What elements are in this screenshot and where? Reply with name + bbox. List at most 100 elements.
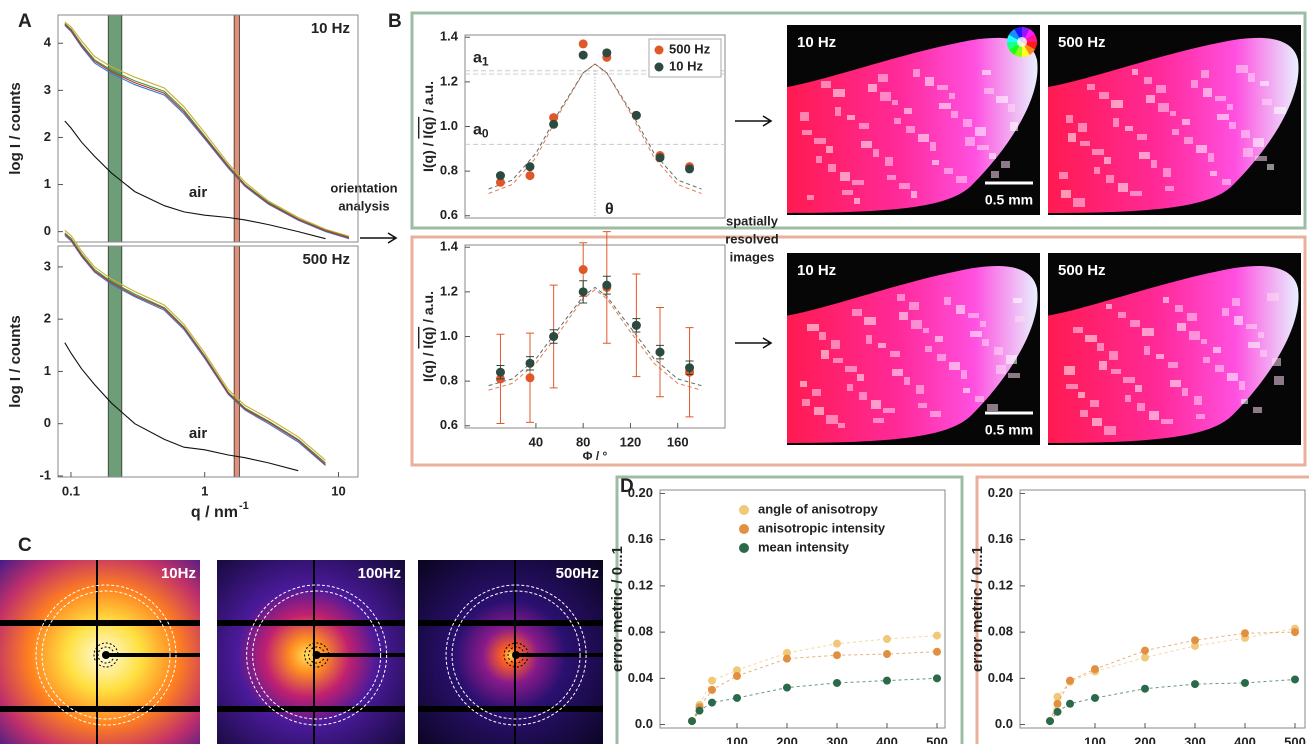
legend-label: mean intensity — [758, 539, 850, 554]
x-tick-label: 300 — [826, 734, 848, 744]
image-speckle — [1013, 298, 1022, 303]
detector-background — [217, 560, 405, 744]
image-speckle — [1106, 304, 1112, 309]
image-speckle — [838, 423, 845, 428]
image-speckle — [859, 392, 867, 400]
image-speckle — [937, 85, 948, 90]
point — [1191, 680, 1199, 688]
image-speckle — [1182, 119, 1190, 125]
image-speckle — [1106, 175, 1114, 183]
image-speckle — [1234, 316, 1243, 325]
x-tick-label: 160 — [667, 434, 689, 449]
image-speckle — [1255, 156, 1267, 161]
image-speckle — [1073, 327, 1083, 333]
image-speckle — [1085, 335, 1097, 342]
image-speckle — [1111, 369, 1121, 374]
image-speckle — [904, 108, 912, 114]
point — [833, 679, 841, 687]
image-speckle — [899, 183, 910, 189]
image-speckle — [847, 115, 855, 120]
image-speckle — [1172, 129, 1179, 135]
fit-line — [489, 287, 702, 385]
detector-gap — [217, 620, 405, 626]
image-speckle — [880, 92, 891, 101]
y-tick-label: 1.4 — [440, 29, 459, 44]
image-speckle — [1073, 198, 1085, 207]
image-speckle — [1068, 133, 1076, 142]
image-speckle — [821, 81, 831, 88]
image-speckle — [897, 294, 905, 301]
image-speckle — [1130, 191, 1142, 196]
image-speckle — [892, 369, 903, 376]
y-axis-label: log I / counts — [7, 315, 24, 408]
y-axis-label: error metric / 0...1 — [969, 546, 986, 672]
y-axis-label-part: / a.u. — [420, 81, 436, 117]
point — [1291, 675, 1299, 683]
image-speckle — [833, 89, 845, 97]
image-speckle — [989, 153, 996, 159]
point — [696, 707, 704, 715]
point — [685, 363, 694, 372]
y-tick-label: 0.08 — [628, 624, 653, 639]
image-speckle — [878, 74, 888, 82]
image-speckle — [1201, 339, 1207, 344]
image-speckle — [1010, 122, 1018, 131]
x-axis-label: q / nm — [191, 504, 238, 521]
image-speckle — [1156, 354, 1164, 359]
image-speckle — [975, 127, 986, 136]
y-tick-label: 3 — [44, 82, 51, 97]
image-speckle — [1139, 152, 1150, 159]
image-speckle — [996, 96, 1008, 103]
image-speckle — [1142, 328, 1154, 336]
image-speckle — [821, 350, 829, 359]
image-speckle — [930, 411, 941, 417]
image-speckle — [961, 370, 967, 379]
image-speckle — [885, 157, 893, 166]
image-speckle — [826, 146, 833, 153]
arrow — [735, 116, 771, 126]
image-speckle — [1158, 103, 1169, 112]
annotation-text: a — [473, 122, 482, 139]
point — [833, 640, 841, 648]
legend-label: 500 Hz — [669, 41, 711, 56]
image-speckle — [925, 346, 932, 352]
point — [656, 153, 665, 162]
annotation: a1 — [473, 50, 489, 69]
image-speckle — [1262, 99, 1272, 105]
image-speckle — [1232, 298, 1240, 306]
image-speckle — [991, 171, 999, 178]
image-label: 500 Hz — [1058, 262, 1106, 279]
y-tick-label: 1 — [44, 176, 51, 191]
image-speckle — [1227, 373, 1238, 381]
panel-label: A — [18, 11, 32, 32]
image-speckle — [1274, 376, 1284, 385]
point — [656, 348, 665, 357]
image-speckle — [1149, 411, 1159, 420]
annotation-sub: 0 — [482, 127, 489, 141]
image-speckle — [1227, 104, 1233, 110]
panel-d-frame-right — [977, 477, 1309, 744]
beamstop — [317, 653, 405, 657]
image-speckle — [1092, 418, 1102, 426]
point — [496, 171, 505, 180]
point — [1141, 647, 1149, 655]
beamstop — [516, 653, 603, 657]
point — [833, 651, 841, 659]
point — [1191, 636, 1199, 644]
y-tick-label: 0.20 — [628, 485, 653, 500]
image-label: 10 Hz — [797, 262, 836, 279]
point — [933, 632, 941, 640]
image-speckle — [923, 328, 929, 333]
detector-image: 10Hz — [0, 560, 200, 744]
band — [234, 15, 239, 242]
x-tick-label: 500 — [1284, 734, 1306, 744]
annotation: air — [189, 425, 208, 442]
point — [496, 368, 505, 377]
image-speckle — [1087, 84, 1095, 90]
image-speckle — [980, 321, 986, 327]
annotation: a0 — [473, 122, 489, 141]
point — [933, 648, 941, 656]
annotation: air — [189, 184, 208, 201]
x-tick-label: 400 — [876, 734, 898, 744]
image-speckle — [890, 351, 900, 357]
